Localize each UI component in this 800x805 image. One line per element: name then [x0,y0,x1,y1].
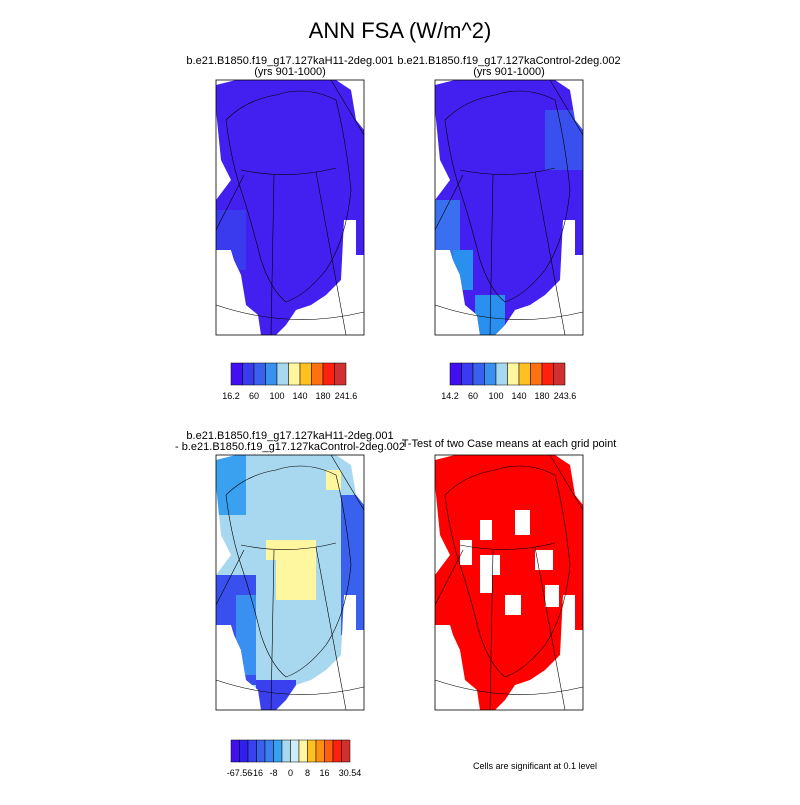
colorbar-label: 8 [305,768,310,778]
panel-title: b.e21.B1850.f19_g17.127kaH11-2deg.001 [186,55,393,67]
panel-title: b.e21.B1850.f19_g17.127kaControl-2deg.00… [397,55,620,67]
colorbar-swatch [530,362,543,386]
colorbar-label: 60 [468,391,478,401]
colorbar-swatch [239,739,249,763]
colorbar-swatch [311,362,324,386]
colorbar-label: 100 [269,391,284,401]
colorbar-label: 140 [511,391,526,401]
colorbar-label: 30.54 [339,768,362,778]
colorbar-swatch [276,362,289,386]
colorbar-swatch [332,739,342,763]
colorbar-swatch [253,362,266,386]
colorbar-swatch [230,362,243,386]
colorbar-swatch [334,362,347,386]
colorbar-label: 100 [488,391,503,401]
colorbar-swatch [449,362,462,386]
colorbar-swatch [461,362,474,386]
panel-title: (yrs 901-1000) [254,66,326,78]
colorbar-swatch [541,362,554,386]
panel-title: (yrs 901-1000) [473,66,545,78]
map-panel [215,454,365,711]
colorbar-swatch [518,362,531,386]
colorbar-swatch [322,362,335,386]
colorbar-swatch [472,362,485,386]
colorbar-swatch [265,362,278,386]
colorbar-swatch [324,739,334,763]
map-panel [215,79,365,336]
map-panel [434,454,584,711]
colorbar-label: -67.56 [227,768,253,778]
colorbar-swatch [341,739,351,763]
colorbar-label: 241.6 [335,391,358,401]
colorbar-label: 16 [319,768,329,778]
colorbar-swatch [299,362,312,386]
colorbar-label: -8 [269,768,277,778]
note: Cells are significant at 0.1 level [473,761,597,771]
colorbar-label: 14.2 [441,391,459,401]
colorbar-swatch [315,739,325,763]
colorbar-label: 60 [249,391,259,401]
colorbar-label: 140 [292,391,307,401]
panel-title: b.e21.B1850.f19_g17.127kaH11-2deg.001 [186,430,393,442]
colorbar-swatch [307,739,317,763]
panel-title: T-Test of two Case means at each grid po… [402,438,617,450]
colorbar-label: 180 [534,391,549,401]
map-panel [434,79,584,336]
colorbar-swatch [484,362,497,386]
figure-title: ANN FSA (W/m^2) [309,18,492,43]
colorbar-swatch [298,739,308,763]
colorbar-label: 180 [315,391,330,401]
colorbar-swatch [247,739,257,763]
colorbar-label: 16.2 [222,391,240,401]
colorbar-swatch [553,362,566,386]
panel-title: - b.e21.B1850.f19_g17.127kaControl-2deg.… [175,441,405,453]
colorbar-swatch [273,739,283,763]
colorbar-swatch [242,362,255,386]
colorbar-swatch [495,362,508,386]
colorbar-swatch [290,739,300,763]
colorbar-swatch [281,739,291,763]
colorbar-swatch [288,362,301,386]
colorbar-swatch [507,362,520,386]
colorbar-label: -16 [250,768,263,778]
colorbar-label: 0 [288,768,293,778]
colorbar-swatch [264,739,274,763]
colorbar-label: 243.6 [554,391,577,401]
colorbar-swatch [256,739,266,763]
colorbar-swatch [230,739,240,763]
